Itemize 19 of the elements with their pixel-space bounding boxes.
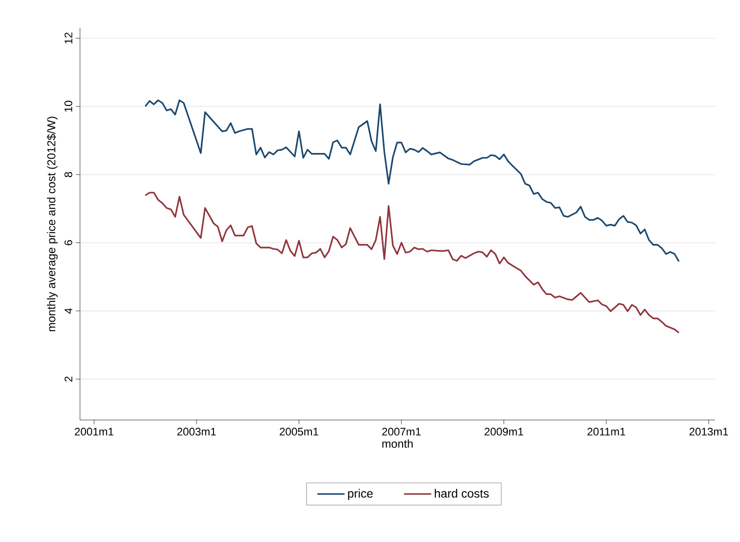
y-axis-title: monthly average price and cost (2012$/W) [46,116,58,332]
x-tick-label: 2001m1 [74,428,114,436]
y-tick-label: 4 [64,308,72,314]
y-tick-label: 2 [64,376,72,382]
y-tick-label: 10 [64,100,72,112]
x-tick-label: 2009m1 [484,428,524,436]
x-tick-label: 2011m1 [587,428,626,436]
x-tick-label: 2007m1 [382,428,421,436]
line-series [144,99,680,262]
x-tick-label: 2013m1 [689,428,728,436]
y-tick-label: 12 [64,32,72,44]
x-axis-title: month [382,439,413,448]
line-series [144,192,680,334]
y-tick-label: 6 [64,240,72,246]
legend-label: hard costs [434,488,489,498]
legend-label: price [348,488,373,500]
x-tick-label: 2003m1 [177,428,216,436]
x-tick-label: 2005m1 [280,428,318,436]
y-tick-label: 8 [64,172,72,178]
